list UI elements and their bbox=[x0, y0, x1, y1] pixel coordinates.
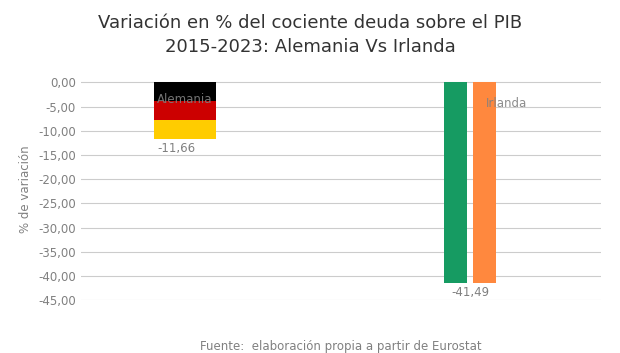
Text: Irlanda: Irlanda bbox=[486, 96, 527, 109]
Text: -11,66: -11,66 bbox=[157, 142, 195, 155]
Bar bbox=[154, 101, 216, 120]
Text: Alemania: Alemania bbox=[157, 93, 213, 106]
Text: -41,49: -41,49 bbox=[451, 286, 489, 299]
Y-axis label: % de variación: % de variación bbox=[19, 145, 32, 233]
Bar bbox=[473, 83, 496, 283]
Text: Variación en % del cociente deuda sobre el PIB
2015-2023: Alemania Vs Irlanda: Variación en % del cociente deuda sobre … bbox=[98, 14, 522, 56]
Bar bbox=[154, 83, 216, 101]
Bar bbox=[154, 120, 216, 139]
Text: Fuente:  elaboración propia a partir de Eurostat: Fuente: elaboración propia a partir de E… bbox=[200, 340, 482, 353]
Bar bbox=[444, 83, 467, 283]
